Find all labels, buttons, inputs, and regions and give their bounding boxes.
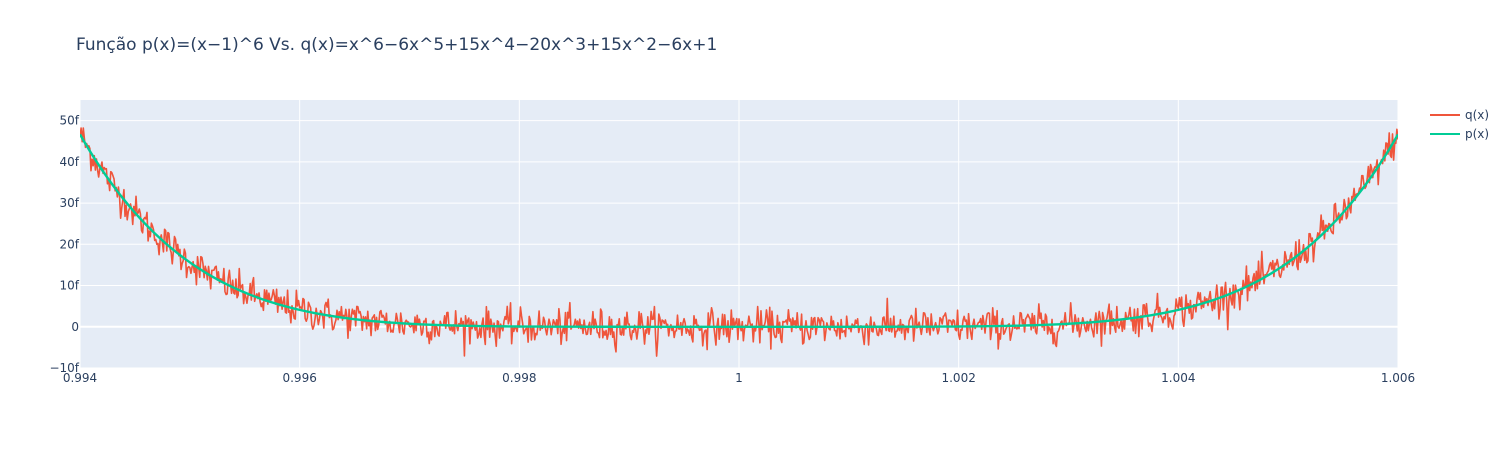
axis-tick-labels: 0.994 0.996 0.998 1 1.002 1.004 1.006 −10f 0 10f 2… [49, 114, 1415, 385]
x-tick-label: 0.994 [63, 371, 97, 385]
grid-lines [79, 100, 1399, 369]
legend-label: p(x) [1465, 127, 1489, 141]
series-line-qx [80, 127, 1398, 357]
x-tick-label: 1.004 [1161, 371, 1195, 385]
chart-title: Função p(x)=(x−1)^6 Vs. q(x)=x^6−6x^5+15… [76, 35, 717, 55]
legend-label: q(x) [1465, 108, 1489, 122]
y-tick-label: 30f [60, 196, 80, 210]
legend-item[interactable]: p(x) [1430, 127, 1489, 141]
series-line-px [80, 133, 1398, 328]
x-tick-label: 1 [735, 371, 743, 385]
y-tick-label: 50f [60, 114, 80, 128]
y-tick-label: 0 [71, 320, 79, 334]
legend[interactable]: q(x) p(x) [1430, 108, 1489, 141]
y-tick-label: 10f [60, 279, 80, 293]
x-tick-label: 1.002 [941, 371, 975, 385]
y-tick-label: 20f [60, 237, 80, 251]
y-tick-label: −10f [49, 361, 79, 375]
y-tick-label: 40f [60, 155, 80, 169]
legend-item[interactable]: q(x) [1430, 108, 1489, 122]
series-layer [80, 127, 1398, 357]
x-tick-label: 0.996 [282, 371, 316, 385]
x-tick-label: 0.998 [502, 371, 536, 385]
x-tick-label: 1.006 [1381, 371, 1415, 385]
